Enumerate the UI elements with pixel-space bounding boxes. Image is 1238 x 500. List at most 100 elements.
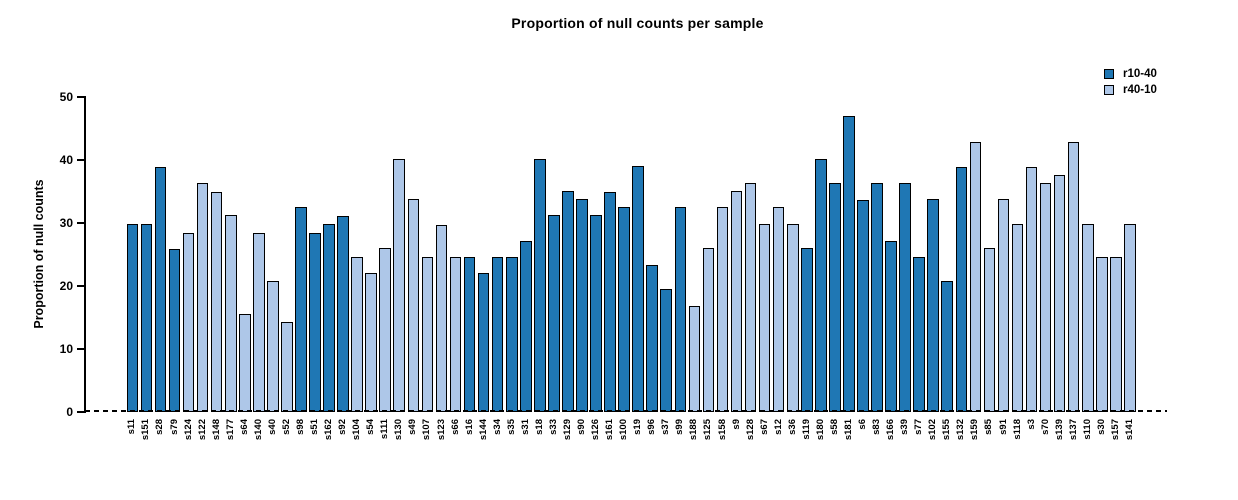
bar-s99 [674,207,687,413]
x-tick-label: s126 [590,419,601,441]
x-tick-label: s3 [1025,419,1037,430]
bar-s96 [646,265,659,412]
bar-s66 [449,257,462,412]
x-tick-label: s9 [730,419,742,430]
y-tick-label: 30 [59,216,73,230]
x-tick-label: s100 [618,419,630,441]
y-tick-label: 0 [66,405,73,419]
x-tick-label: s110 [1081,419,1093,440]
x-tick-label: s132 [955,419,967,441]
y-tick-label: 20 [59,279,73,293]
bar-s40 [267,281,279,412]
bar-s148 [210,191,223,412]
y-tick [77,96,85,98]
bar-s9 [730,190,743,412]
bar-s119 [800,248,813,412]
x-tick-label: s49 [407,419,419,435]
y-tick-label: 10 [59,342,73,356]
bar-s111 [379,248,392,412]
x-tick-label: s31 [519,419,531,435]
x-tick-label: s141 [1123,419,1135,441]
bar-s19 [632,166,644,412]
bar-s130 [393,158,406,412]
x-tick-label: s111 [379,419,391,440]
x-tick-label: s99 [674,419,686,435]
x-tick-label: s139 [1053,419,1065,441]
y-tick-label: 50 [59,90,73,104]
bar-s125 [702,248,715,412]
bar-s161 [604,191,616,412]
bar-s18 [534,158,546,412]
x-tick-label: s125 [702,419,714,441]
y-axis-line [84,96,86,413]
x-tick-label: s118 [1011,419,1023,440]
x-tick-label: s102 [927,419,939,441]
bar-s140 [252,232,265,412]
bar-s126 [590,215,602,412]
x-tick-label: s148 [210,419,222,441]
x-tick-label: s51 [309,419,320,435]
x-tick-label: s166 [885,419,897,441]
x-tick-label: s52 [280,419,292,435]
bar-s159 [969,141,982,412]
bar-s39 [899,182,911,412]
bar-s54 [365,273,378,412]
x-tick-label: s159 [969,419,981,441]
x-tick-label: s177 [224,419,236,441]
x-tick-label: s77 [913,419,925,435]
x-tick-label: s151 [140,419,152,441]
y-tick [77,411,85,413]
bar-s181 [843,115,855,412]
bar-s3 [1025,166,1038,412]
x-tick-label: s123 [435,419,447,441]
bar-s35 [505,257,518,412]
x-tick-label: s19 [632,419,644,435]
zero-baseline-dashed-line [85,410,1167,412]
x-tick-label: s36 [786,419,798,435]
bar-s51 [309,232,321,412]
bar-s123 [435,224,448,412]
bar-s77 [913,257,925,412]
bar-s91 [997,199,1010,412]
x-tick-label: s83 [871,419,882,435]
legend-swatch-dark-blue [1104,69,1114,79]
x-tick-label: s30 [1095,419,1107,435]
bar-s151 [140,224,153,412]
bar-s30 [1096,257,1108,412]
bar-s137 [1067,141,1080,412]
x-tick-label: s129 [561,419,573,441]
bar-s58 [829,182,841,412]
bar-s36 [786,224,799,412]
bar-s49 [407,199,420,412]
bar-s11 [126,224,139,412]
bar-s28 [154,166,167,412]
x-tick-label: s124 [182,419,194,441]
bar-s37 [660,289,673,412]
bar-s139 [1053,174,1066,412]
bar-s166 [885,240,897,412]
x-tick-label: s162 [323,419,335,441]
bar-s144 [477,272,490,412]
bar-s129 [562,190,574,412]
bar-s157 [1110,257,1122,412]
x-tick-label: s85 [983,419,995,435]
x-tick-label: s11 [126,419,138,435]
x-tick-label: s34 [491,419,503,435]
x-tick-label: s181 [842,419,854,441]
x-tick-label: s37 [660,419,672,435]
bar-s128 [744,182,757,412]
x-tick-label: s144 [477,419,489,441]
x-tick-label: s90 [576,419,587,435]
bar-s124 [182,232,195,412]
legend-label: r10-40 [1123,68,1157,80]
x-tick-label: s35 [505,419,517,435]
bar-s70 [1039,182,1052,412]
bar-s102 [927,199,940,412]
x-tick-label: s188 [688,419,700,441]
bar-s162 [323,224,335,412]
x-tick-label: s40 [266,419,278,435]
bar-s79 [168,248,181,412]
x-tick-label: s33 [547,419,559,435]
x-tick-label: s39 [899,419,911,435]
